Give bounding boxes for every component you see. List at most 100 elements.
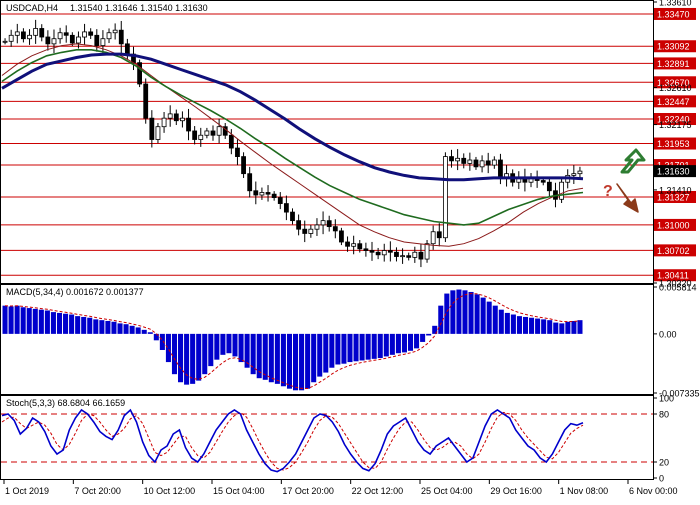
macd-bar [341, 333, 347, 364]
candle-body [577, 170, 583, 175]
macd-bar [26, 308, 32, 334]
candle-body [82, 31, 87, 38]
stoch-tick-label: 20 [659, 458, 669, 468]
candle-body [265, 192, 271, 195]
candle-body [167, 113, 173, 119]
macd-bar [286, 333, 292, 389]
candle-body [137, 62, 143, 85]
macd-bar [450, 290, 456, 334]
price-tick-label: 1.32175 [659, 120, 692, 130]
macd-bar [335, 333, 341, 365]
candle-body [112, 29, 118, 34]
candle-body [485, 160, 491, 166]
candle-body [461, 157, 467, 164]
price-panel-frame [0, 0, 654, 284]
candle-body [2, 40, 8, 43]
candle-body [559, 181, 564, 200]
stoch-tick-label: 0 [659, 474, 664, 484]
macd-bar [268, 333, 274, 383]
macd-bar [522, 316, 529, 334]
candle-body [430, 231, 436, 245]
candle-body [33, 28, 39, 36]
symbol-timeframe: USDCAD,H4 [6, 3, 58, 13]
ma-fast-line [1, 43, 584, 247]
candle-body [400, 255, 405, 258]
macd-bar [577, 320, 583, 334]
candle-body [192, 130, 198, 140]
candle-body [198, 134, 204, 140]
candle-body [149, 117, 155, 140]
macd-bar [535, 318, 541, 334]
price-tick-label: 1.33610 [659, 0, 692, 8]
candle-body [339, 230, 344, 243]
macd-bar [190, 333, 196, 384]
candle-body [387, 250, 393, 253]
current-price-bg [654, 165, 696, 178]
candle-body [161, 117, 167, 128]
candle-body [27, 34, 32, 40]
arrow-up-icon [620, 148, 646, 174]
macd-bar [571, 320, 577, 334]
date-label: 17 Oct 20:00 [282, 486, 334, 496]
level-label-bg [654, 244, 696, 257]
level-label: 1.31327 [657, 192, 690, 202]
macd-bar [323, 333, 329, 373]
candle-body [94, 34, 100, 46]
candle-body [100, 38, 106, 46]
candle-body [436, 231, 442, 239]
candle-body [296, 220, 302, 230]
macd-bar [293, 333, 299, 391]
candle-body [247, 173, 253, 192]
macd-bar [492, 305, 498, 334]
candle-body [406, 255, 412, 258]
macd-panel [2, 289, 583, 391]
macd-bar [117, 323, 123, 334]
macd-bar [184, 333, 190, 385]
level-label-bg [654, 218, 696, 231]
macd-bar [50, 312, 56, 334]
candle-body [228, 134, 234, 149]
level-label: 1.33470 [657, 9, 690, 19]
macd-bar [111, 321, 117, 334]
level-label: 1.32447 [657, 97, 690, 107]
macd-bar [559, 323, 565, 334]
stoch-panel [1, 408, 653, 473]
macd-tick-label: 0.005814 [659, 283, 697, 293]
date-label: 22 Oct 12:00 [352, 486, 404, 496]
macd-signal-line [4, 293, 581, 390]
macd-bar [81, 316, 87, 334]
macd-bar [99, 320, 105, 334]
candle-body [479, 160, 485, 168]
date-label: 1 Oct 2019 [5, 486, 49, 496]
candle-body [283, 203, 289, 213]
candle-body [241, 156, 246, 175]
candle-body [369, 250, 375, 253]
level-label: 1.33092 [657, 42, 690, 52]
candle-body [491, 159, 497, 166]
macd-bar [407, 333, 414, 351]
level-label-bg [654, 269, 696, 282]
macd-bar [32, 308, 38, 334]
macd-bar [14, 305, 20, 334]
candle-body [204, 130, 210, 136]
macd-bar [256, 333, 262, 379]
price-panel [1, 13, 653, 276]
candle-body [186, 117, 191, 132]
ma-slow-line [1, 52, 584, 182]
macd-bar [63, 313, 69, 334]
candle-body [259, 192, 265, 196]
candle-body [235, 147, 240, 157]
date-label: 29 Oct 16:00 [490, 486, 542, 496]
macd-bar [196, 333, 202, 381]
macd-bar [153, 333, 159, 341]
macd-bar [389, 333, 395, 355]
macd-bar [401, 333, 407, 353]
macd-bar [438, 305, 444, 334]
macd-bar [93, 319, 99, 334]
macd-bar [305, 333, 311, 389]
macd-bar [516, 316, 522, 334]
candle-body [326, 220, 332, 228]
candle-body [449, 156, 454, 162]
candle-body [290, 211, 295, 222]
